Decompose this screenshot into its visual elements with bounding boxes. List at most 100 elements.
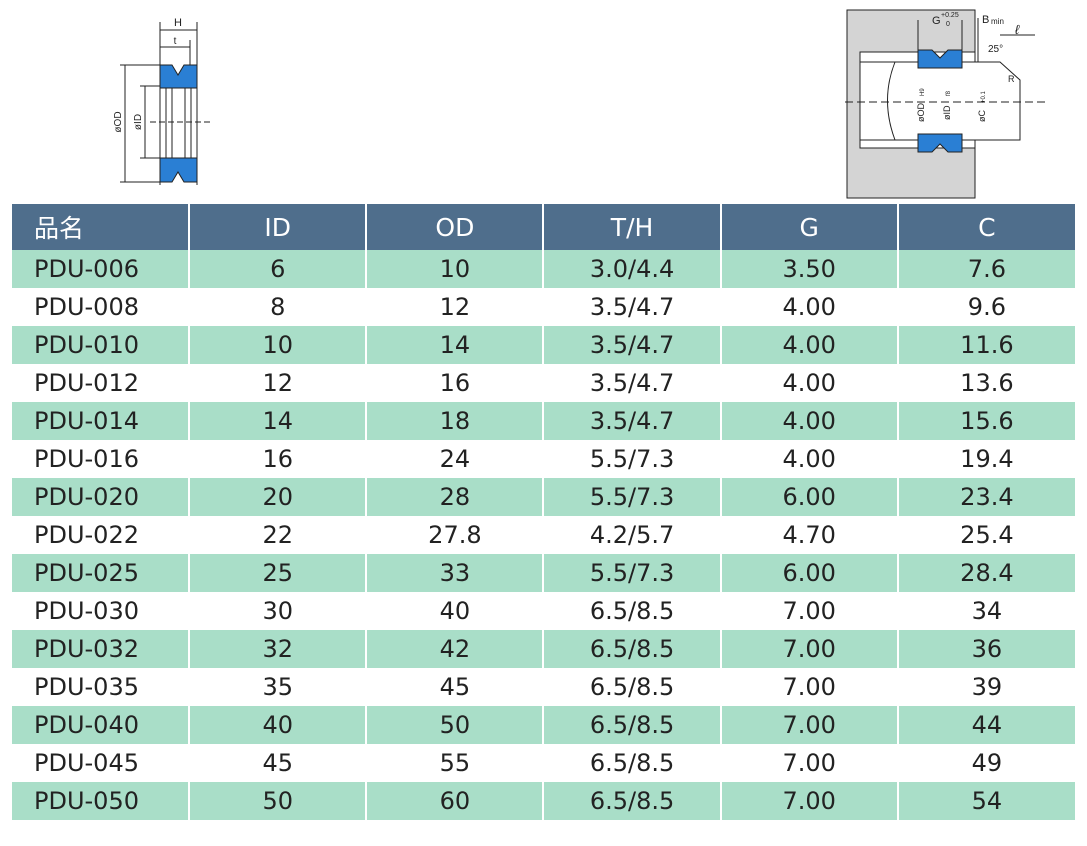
table-cell: 7.00 [719, 592, 898, 630]
table-cell: 39 [896, 668, 1075, 706]
table-row: PDU-022 22 27.8 4.2/5.7 4.70 25.4 [12, 516, 1075, 554]
table-cell: 6.5/8.5 [542, 744, 721, 782]
table-cell: 42 [365, 630, 544, 668]
header-cell: C [896, 204, 1075, 250]
table-row: PDU-040 40 50 6.5/8.5 7.00 44 [12, 706, 1075, 744]
table-cell: PDU-040 [12, 706, 190, 744]
table-cell: PDU-032 [12, 630, 190, 668]
table-cell: PDU-014 [12, 402, 190, 440]
table-row: PDU-012 12 16 3.5/4.7 4.00 13.6 [12, 364, 1075, 402]
label-c: øC [977, 110, 987, 122]
table-cell: 10 [365, 250, 544, 288]
table-cell: 4.00 [719, 326, 898, 364]
table-cell: 20 [188, 478, 367, 516]
table-cell: 8 [188, 288, 367, 326]
table-cell: 6.5/8.5 [542, 668, 721, 706]
table-cell: 3.5/4.7 [542, 402, 721, 440]
table-cell: PDU-035 [34, 673, 139, 701]
table-cell: 34 [896, 592, 1075, 630]
table-row: PDU-035 35 45 6.5/8.5 7.00 39 [12, 668, 1075, 706]
table-cell: 4.2/5.7 [542, 516, 721, 554]
table-cell: 7.00 [719, 668, 898, 706]
table-cell: 40 [188, 706, 367, 744]
label-g-lower: 0 [946, 21, 950, 28]
table-cell: 4.00 [719, 288, 898, 326]
table-cell: 45 [365, 668, 544, 706]
table-cell: PDU-030 [34, 597, 139, 625]
label-id: øID [133, 114, 144, 130]
table-row: PDU-030 30 40 6.5/8.5 7.00 34 [12, 592, 1075, 630]
table-cell: 6.5/8.5 [542, 592, 721, 630]
table-row: PDU-008 8 12 3.5/4.7 4.00 9.6 [12, 288, 1075, 326]
table-cell: 18 [365, 402, 544, 440]
header-row: 品名 ID OD T/H G C [12, 204, 1075, 250]
table-cell: PDU-006 [12, 250, 190, 288]
label-od-tol: H9 [920, 88, 926, 96]
table-cell: 19.4 [896, 440, 1075, 478]
table-cell: PDU-010 [12, 326, 190, 364]
label-l: ℓ [1015, 22, 1020, 37]
table-cell: 32 [188, 630, 367, 668]
table-cell: 5.5/7.3 [542, 440, 721, 478]
table-row: PDU-020 20 28 5.5/7.3 6.00 23.4 [12, 478, 1075, 516]
table-row: PDU-010 10 14 3.5/4.7 4.00 11.6 [12, 326, 1075, 364]
table-cell: PDU-045 [34, 749, 139, 777]
table-cell: 5.5/7.3 [542, 478, 721, 516]
table-cell: 25 [188, 554, 367, 592]
table-row: PDU-045 45 55 6.5/8.5 7.00 49 [12, 744, 1075, 782]
table-cell: 14 [188, 402, 367, 440]
table-cell: PDU-025 [12, 554, 190, 592]
table-cell: 12 [188, 364, 367, 402]
table-cell: 24 [365, 440, 544, 478]
table-cell: 7.00 [719, 630, 898, 668]
table-cell: 4.70 [719, 516, 898, 554]
table-cell: 5.5/7.3 [542, 554, 721, 592]
spec-table: 品名 ID OD T/H G C PDU-006 6 10 3.0/4.4 3.50 7.6 PDU-… [12, 204, 1075, 820]
table-cell: 50 [365, 706, 544, 744]
table-cell: 3.50 [719, 250, 898, 288]
table-cell: 27.8 [365, 516, 544, 554]
table-cell: 4.00 [719, 364, 898, 402]
table-cell: 3.5/4.7 [542, 288, 721, 326]
table-row: PDU-032 32 42 6.5/8.5 7.00 36 [12, 630, 1075, 668]
table-cell: 44 [896, 706, 1075, 744]
table-cell: 33 [365, 554, 544, 592]
header-cell: ID [188, 204, 367, 250]
table-cell: PDU-012 [34, 369, 139, 397]
table-cell: 35 [188, 668, 367, 706]
diagrams: H t øOD øID G +0.25 0 B min ℓ 25° R øOD … [113, 9, 1045, 199]
header-cell: 品名 [12, 204, 190, 250]
label-t: t [174, 36, 177, 47]
table-cell: 16 [365, 364, 544, 402]
table-cell: 28 [365, 478, 544, 516]
table-cell: 6 [188, 250, 367, 288]
table-cell: 3.5/4.7 [542, 364, 721, 402]
table-cell: 3.5/4.7 [542, 326, 721, 364]
table-cell: 16 [188, 440, 367, 478]
header-cell: G [719, 204, 898, 250]
table-cell: 6.5/8.5 [542, 630, 721, 668]
label-id: øID [942, 105, 952, 120]
table-cell: 15.6 [896, 402, 1075, 440]
table-cell: 6.5/8.5 [542, 706, 721, 744]
table-cell: 60 [365, 782, 544, 820]
table-cell: 30 [188, 592, 367, 630]
table-cell: PDU-050 [12, 782, 190, 820]
label-b-sub: min [991, 17, 1004, 26]
table-cell: PDU-008 [34, 293, 139, 321]
table-cell: 6.00 [719, 478, 898, 516]
table-cell: 7.00 [719, 744, 898, 782]
table-cell: 55 [365, 744, 544, 782]
table-cell: 13.6 [896, 364, 1075, 402]
table-cell: 12 [365, 288, 544, 326]
table-row: PDU-050 50 60 6.5/8.5 7.00 54 [12, 782, 1075, 820]
table-cell: 25.4 [896, 516, 1075, 554]
table-row: PDU-016 16 24 5.5/7.3 4.00 19.4 [12, 440, 1075, 478]
label-angle: 25° [988, 44, 1003, 55]
table-row: PDU-006 6 10 3.0/4.4 3.50 7.6 [12, 250, 1075, 288]
label-g-upper: +0.25 [941, 12, 959, 19]
header-cell: OD [365, 204, 544, 250]
label-od: øOD [916, 103, 926, 122]
table-cell: 49 [896, 744, 1075, 782]
